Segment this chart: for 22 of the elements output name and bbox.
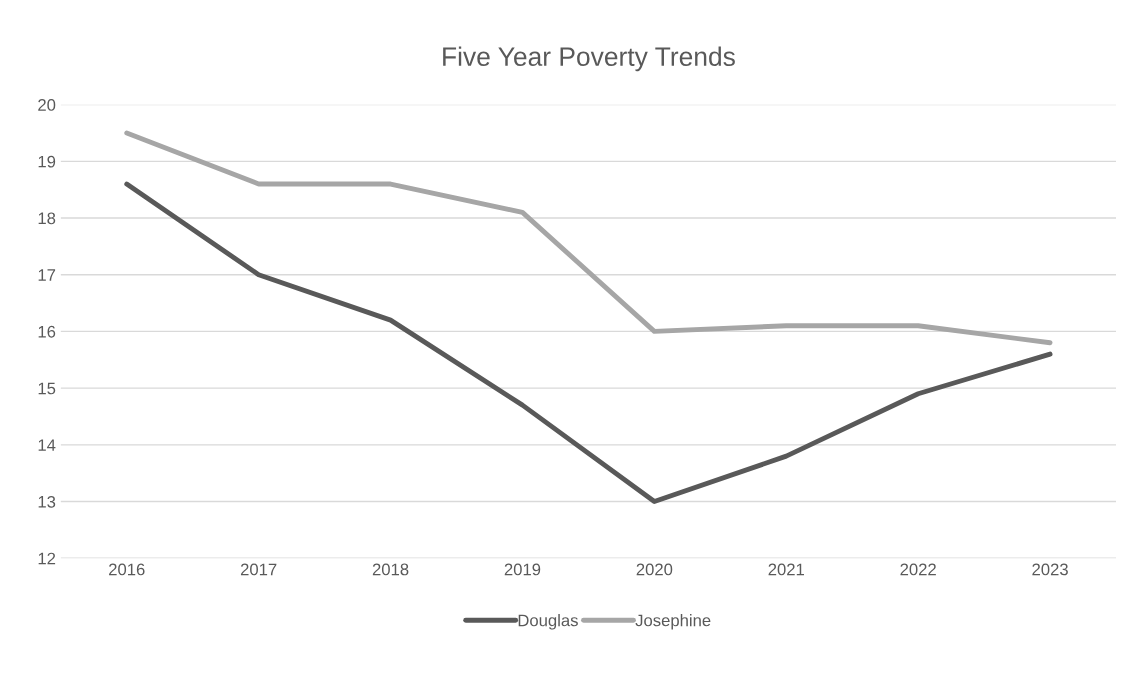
legend-label: Douglas [518,614,578,630]
y-tick-label: 20 [38,99,56,111]
x-tick-label: 2016 [109,563,145,576]
y-tick-label: 12 [38,552,56,565]
y-tick-label: 13 [38,495,56,508]
x-tick-label: 2017 [240,563,277,576]
y-tick-label: 18 [38,212,56,225]
x-tick-label: 2019 [504,563,541,576]
y-tick-label: 19 [38,155,56,168]
legend-label: Josephine [635,614,711,630]
x-tick-label: 2020 [636,563,673,576]
line-series [124,181,1053,504]
x-tick-label: 2018 [372,563,409,576]
y-tick-label: 14 [38,439,56,451]
x-tick-label: 2021 [768,563,804,576]
line-series [124,130,1053,346]
chart-title: Five Year Poverty Trends [443,46,735,72]
y-tick-label: 16 [38,325,56,338]
x-tick-label: 2022 [900,563,936,576]
y-tick-label: 17 [38,269,56,281]
y-tick-label: 15 [38,382,56,395]
x-tick-label: 2023 [1032,563,1068,576]
